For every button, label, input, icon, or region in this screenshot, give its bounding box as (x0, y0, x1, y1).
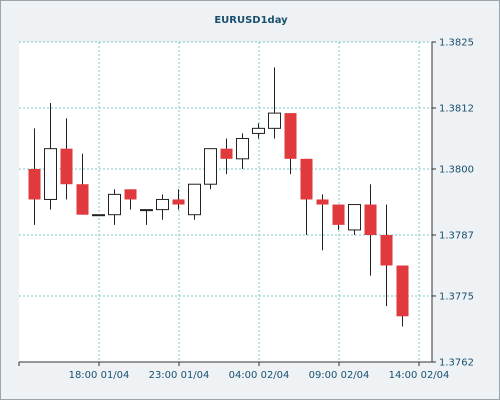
candle-body-down (220, 148, 233, 159)
y-tick-label: 1.3775 (439, 291, 474, 302)
x-tick-label: 23:00 01/04 (149, 370, 210, 381)
y-tick-label: 1.3812 (439, 104, 474, 115)
candle-body-down (396, 265, 409, 317)
candle-body-up (252, 127, 265, 134)
candle (236, 133, 249, 169)
candle-body-down (172, 199, 185, 205)
x-tick-label: 18:00 01/04 (69, 370, 130, 381)
candle (300, 158, 313, 236)
y-tick-label: 1.3787 (439, 231, 474, 242)
candle (92, 214, 105, 217)
candle-body-up (140, 209, 153, 212)
candle-body-up (236, 138, 249, 160)
axes (18, 41, 436, 366)
candle-body-up (188, 183, 201, 216)
candle-body-up (268, 112, 281, 129)
candle-body-down (364, 204, 377, 236)
candle (172, 189, 185, 210)
candles (28, 67, 409, 327)
candle-body-down (380, 235, 393, 266)
candle (156, 194, 169, 220)
candle-body-down (300, 158, 313, 200)
candle (284, 113, 297, 175)
candle-body-up (348, 204, 361, 231)
candle (108, 189, 121, 225)
candle (332, 204, 345, 230)
candle-body-down (332, 204, 345, 225)
candle-body-down (284, 113, 297, 159)
candle-body-down (124, 189, 137, 200)
candle-body-down (60, 148, 73, 185)
candle-body-down (76, 184, 89, 215)
candle (396, 265, 409, 327)
candle-body-down (28, 168, 41, 200)
candle (124, 189, 137, 210)
candle (204, 148, 217, 190)
candle-body-up (156, 198, 169, 211)
y-tick-label: 1.3825 (439, 38, 474, 49)
candle (380, 204, 393, 307)
candle (364, 184, 377, 276)
candle-body-up (44, 148, 57, 200)
y-tick-label: 1.3800 (439, 164, 474, 175)
candle-body-up (204, 148, 217, 185)
tick-labels: 1.3825 1.3812 1.3800 1.3787 1.3775 1.3762 18:0… (69, 38, 474, 382)
candle (188, 183, 201, 220)
candle (316, 194, 329, 251)
candle (60, 118, 73, 200)
x-tick-label: 09:00 02/04 (309, 370, 370, 381)
candle-body-down (316, 199, 329, 205)
x-tick-label: 04:00 02/04 (229, 370, 290, 381)
candle (220, 138, 233, 175)
candle (268, 67, 281, 139)
candle-body-up (92, 214, 105, 217)
x-tick-label: 14:00 02/04 (389, 370, 450, 381)
candle-body-up (108, 193, 121, 216)
candle (28, 128, 41, 225)
y-tick-label: 1.3762 (439, 358, 474, 369)
candle (348, 204, 361, 236)
candle (44, 102, 57, 210)
chart-title: EURUSD1day (214, 15, 288, 26)
candle (140, 209, 153, 225)
grid-lines (19, 41, 432, 362)
candle (76, 153, 89, 215)
candle (252, 123, 265, 139)
